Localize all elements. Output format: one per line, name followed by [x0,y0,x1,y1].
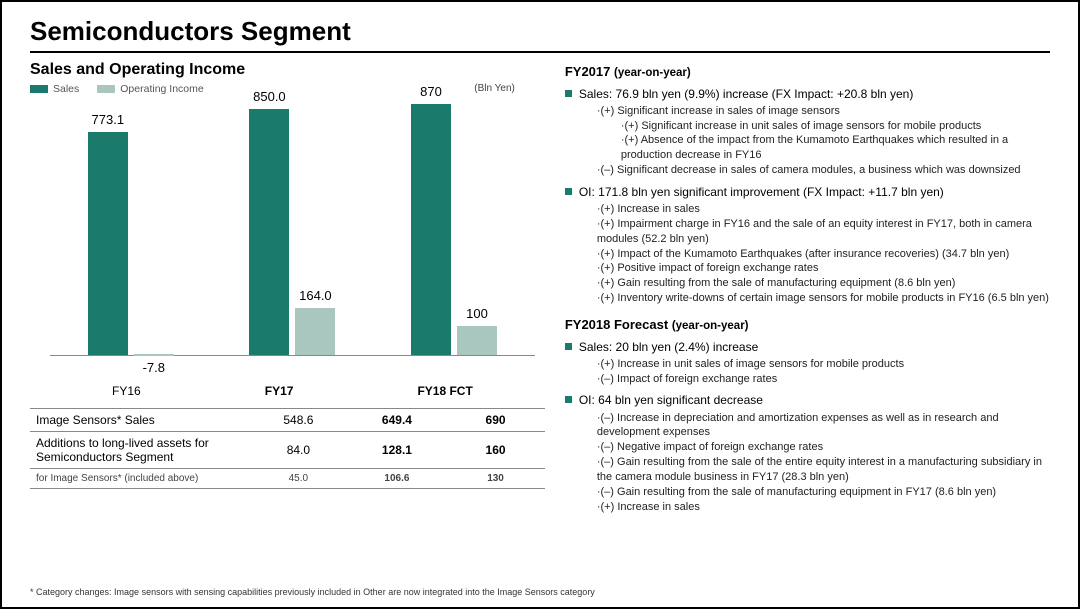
row-label: for Image Sensors* (included above) [30,469,249,489]
oi-bar: -7.8 [134,354,174,355]
fy2017-sales-subs: ·(+) Significant increase in sales of im… [565,104,1050,178]
cell-fy17: 649.4 [348,409,447,432]
bar-label: 164.0 [275,288,355,303]
commentary-sub: ·(+) Impact of the Kumamoto Earthquakes … [565,247,1050,262]
table-row: Additions to long-lived assets for Semic… [30,432,545,469]
commentary-sub: ·(+) Gain resulting from the sale of man… [565,276,1050,291]
commentary-sub: ·(+) Increase in sales [565,500,1050,515]
commentary-panel: FY2017 (year-on-year) Sales: 76.9 bln ye… [565,61,1050,581]
x-axis-labels: FY16 FY17 FY18 FCT [50,384,535,398]
fy2017-sales-line: Sales: 76.9 bln yen (9.9%) increase (FX … [565,86,1050,102]
xlabel-fy17: FY17 [265,384,294,398]
legend-oi: Operating Income [97,83,203,95]
commentary-sub: ·(+) Significant increase in unit sales … [565,119,1050,134]
oi-bar-negative [134,354,174,356]
bar-group: 850.0164.0 [232,109,352,355]
row-label: Additions to long-lived assets for Semic… [30,432,249,469]
page-title: Semiconductors Segment [30,16,1050,53]
fy2018-sales-line: Sales: 20 bln yen (2.4%) increase [565,339,1050,355]
left-panel: Sales and Operating Income Sales Operati… [30,61,545,581]
fy2017-heading: FY2017 (year-on-year) [565,63,1050,82]
legend-sales-label: Sales [53,83,79,95]
bar-label: 773.1 [68,112,148,127]
legend-oi-swatch [97,85,115,93]
commentary-sub: ·(–) Gain resulting from the sale of the… [565,455,1050,485]
commentary-sub: ·(–) Negative impact of foreign exchange… [565,440,1050,455]
xlabel-fy16: FY16 [112,384,141,398]
fy2017-oi-subs: ·(+) Increase in sales·(+) Impairment ch… [565,202,1050,306]
commentary-sub: ·(+) Significant increase in sales of im… [565,104,1050,119]
cell-fy18: 690 [446,409,545,432]
commentary-sub: ·(+) Absence of the impact from the Kuma… [565,133,1050,163]
cell-fy18: 130 [446,469,545,489]
fy2017-oi-line: OI: 171.8 bln yen significant improvemen… [565,184,1050,200]
commentary-sub: ·(+) Increase in unit sales of image sen… [565,357,1050,372]
commentary-sub: ·(–) Significant decrease in sales of ca… [565,163,1050,178]
cell-fy16: 548.6 [249,409,348,432]
cell-fy16: 84.0 [249,432,348,469]
bar-group: 773.1 -7.8 [71,132,191,355]
oi-bar: 100 [457,326,497,355]
commentary-sub: ·(–) Gain resulting from the sale of man… [565,485,1050,500]
commentary-sub: ·(+) Increase in sales [565,202,1050,217]
cell-fy17: 128.1 [348,432,447,469]
bar-label: 100 [437,306,517,321]
fy2018-sales-subs: ·(+) Increase in unit sales of image sen… [565,357,1050,387]
cell-fy18: 160 [446,432,545,469]
legend-oi-label: Operating Income [120,83,203,95]
fy2018-heading: FY2018 Forecast (year-on-year) [565,316,1050,335]
sales-bar: 850.0 [249,109,289,355]
sales-bar: 773.1 [88,132,128,355]
commentary-sub: ·(+) Impairment charge in FY16 and the s… [565,217,1050,247]
data-table: Image Sensors* Sales548.6649.4690Additio… [30,408,545,489]
legend-sales: Sales [30,83,79,95]
fy2018-oi-line: OI: 64 bln yen significant decrease [565,392,1050,408]
main-content: Sales and Operating Income Sales Operati… [30,61,1050,581]
cell-fy16: 45.0 [249,469,348,489]
table-row: Image Sensors* Sales548.6649.4690 [30,409,545,432]
bar-chart: 773.1 -7.8 850.0164.0 870100 [50,96,535,356]
fy2018-oi-subs: ·(–) Increase in depreciation and amorti… [565,411,1050,515]
chart-subtitle: Sales and Operating Income [30,61,545,79]
oi-bar: 164.0 [295,308,335,355]
legend-sales-swatch [30,85,48,93]
bar-label: -7.8 [114,360,194,375]
table-row: for Image Sensors* (included above)45.01… [30,469,545,489]
cell-fy17: 106.6 [348,469,447,489]
bar-label: 870 [391,84,471,99]
bar-group: 870100 [394,104,514,355]
commentary-sub: ·(–) Impact of foreign exchange rates [565,372,1050,387]
row-label: Image Sensors* Sales [30,409,249,432]
commentary-sub: ·(–) Increase in depreciation and amorti… [565,411,1050,441]
commentary-sub: ·(+) Positive impact of foreign exchange… [565,261,1050,276]
bar-label: 850.0 [229,89,309,104]
xlabel-fy18: FY18 FCT [417,384,472,398]
commentary-sub: ·(+) Inventory write-downs of certain im… [565,291,1050,306]
footnote: * Category changes: Image sensors with s… [30,587,1050,597]
